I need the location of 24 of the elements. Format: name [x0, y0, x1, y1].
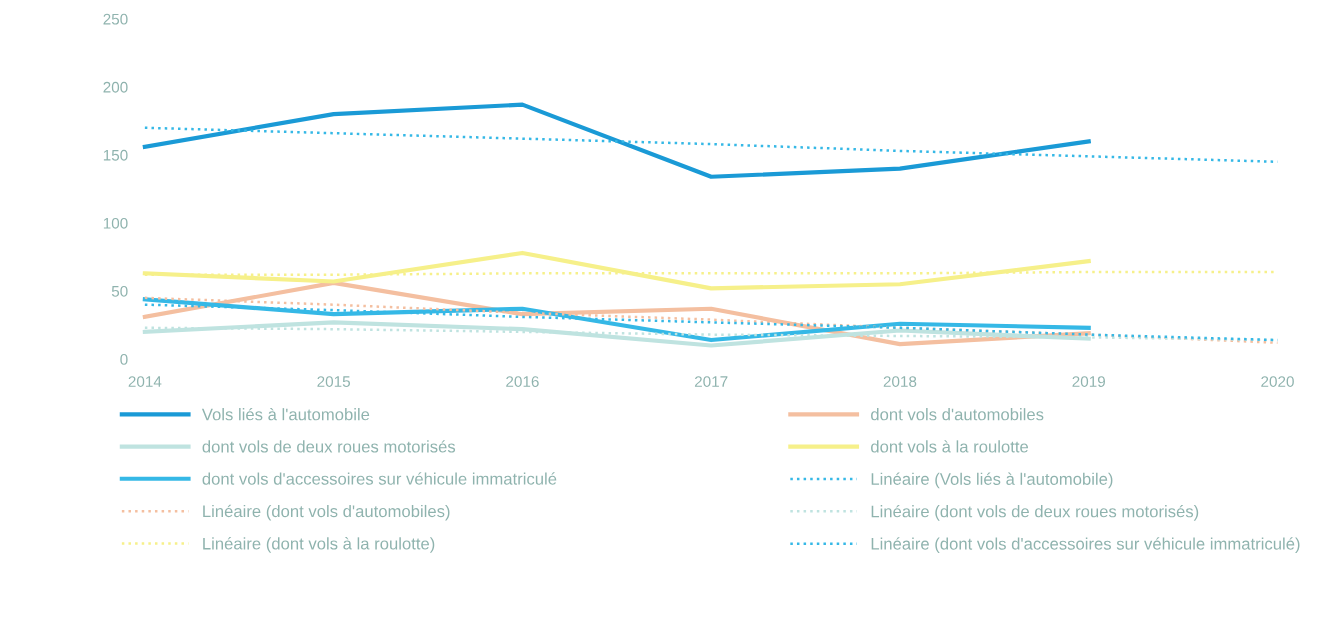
legend-label: Vols liés à l'automobile — [201, 407, 370, 421]
legend-label: dont vols d'accessoires sur véhicule immatriculé — [202, 472, 557, 485]
y-tick-label: 100 — [103, 217, 128, 229]
x-tick-label: 2018 — [883, 376, 917, 387]
x-tick-label: 2020 — [1261, 376, 1294, 387]
legend-label: Linéaire (dont vols d'automobiles) — [203, 504, 450, 521]
x-tick-label: 2016 — [506, 376, 539, 387]
y-tick-label: 200 — [103, 81, 128, 93]
legend-label: dont vols à la roulotte — [871, 440, 1029, 453]
x-tick-label: 2019 — [1072, 376, 1105, 387]
x-tick-label: 2015 — [317, 376, 350, 387]
legend-label: dont vols de deux roues motorisés — [202, 440, 456, 453]
y-tick-label: 150 — [103, 149, 128, 161]
legend-label: Linéaire (Vols liés à l'automobile) — [871, 472, 1113, 489]
y-tick-label: 0 — [120, 353, 128, 365]
legend-label: Linéaire (dont vols à la roulotte) — [203, 537, 435, 553]
legend-label: Linéaire (dont vols d'accessoires sur véhicule immatriculé) — [871, 537, 1300, 554]
y-tick-label: 50 — [111, 285, 128, 297]
x-tick-label: 2017 — [694, 376, 728, 387]
legend-label: dont vols d'automobiles — [871, 408, 1044, 421]
y-tick-label: 250 — [103, 13, 128, 25]
line-series — [142, 102, 1091, 179]
x-tick-label: 2014 — [128, 376, 162, 387]
legend-label: Linéaire (dont vols de deux roues motorisés) — [871, 504, 1199, 521]
